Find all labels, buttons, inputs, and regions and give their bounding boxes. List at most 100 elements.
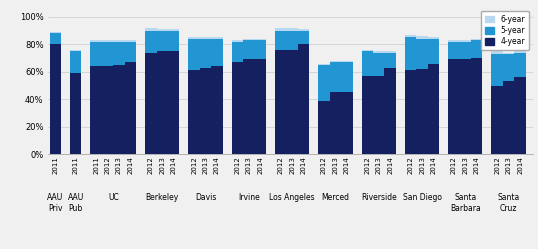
Bar [341,62,352,92]
Bar [243,60,254,154]
Bar [405,70,416,154]
Bar [243,40,254,60]
Text: Priv: Priv [48,204,62,213]
Text: Cruz: Cruz [500,204,518,213]
Bar [318,65,330,101]
Bar [125,42,136,62]
Bar [428,39,439,63]
Bar [157,31,168,51]
Bar [373,76,385,154]
Legend: 6-year, 5-year, 4-year: 6-year, 5-year, 4-year [482,11,529,50]
Bar [286,31,298,50]
Bar [232,42,243,62]
Text: UC: UC [108,193,119,202]
Bar [491,54,503,86]
Bar [416,39,428,69]
Bar [168,51,180,154]
Bar [514,51,526,53]
Text: Merced: Merced [321,193,350,202]
Bar [114,65,125,154]
Bar [330,62,341,92]
Text: Berkeley: Berkeley [146,193,179,202]
Bar [385,53,396,68]
Bar [102,42,114,66]
Bar [90,66,102,154]
Bar [385,51,396,53]
Bar [471,40,483,58]
Text: San Diego: San Diego [402,193,442,202]
Bar [341,61,352,62]
Bar [211,37,223,39]
Bar [102,40,114,42]
Bar [373,53,385,76]
Bar [49,32,61,33]
Bar [330,92,341,154]
Bar [254,60,266,154]
Text: Davis: Davis [195,193,216,202]
Bar [471,58,483,154]
Bar [405,35,416,37]
Bar [491,51,503,54]
Bar [102,66,114,154]
Bar [200,39,211,68]
Bar [318,101,330,154]
Text: AAU: AAU [68,193,84,202]
Bar [70,73,81,154]
Bar [90,40,102,42]
Bar [503,81,514,154]
Bar [275,50,286,154]
Bar [188,37,200,39]
Text: Los Angeles: Los Angeles [270,193,315,202]
Bar [373,51,385,53]
Bar [114,42,125,65]
Bar [70,51,81,73]
Bar [168,29,180,31]
Text: Riverside: Riverside [361,193,397,202]
Bar [428,37,439,39]
Bar [448,42,459,60]
Bar [459,60,471,154]
Bar [416,36,428,39]
Bar [168,31,180,51]
Bar [362,50,373,51]
Bar [503,53,514,54]
Bar [318,63,330,65]
Bar [125,62,136,154]
Bar [459,40,471,42]
Bar [49,44,61,154]
Text: Barbara: Barbara [450,204,480,213]
Text: Santa: Santa [454,193,477,202]
Bar [514,77,526,154]
Bar [157,51,168,154]
Bar [188,39,200,70]
Bar [145,53,157,154]
Bar [362,76,373,154]
Bar [428,63,439,154]
Bar [145,31,157,53]
Bar [254,40,266,60]
Bar [254,39,266,40]
Bar [49,33,61,44]
Bar [70,50,81,51]
Bar [405,37,416,70]
Bar [448,40,459,42]
Text: AAU: AAU [47,193,63,202]
Bar [330,61,341,62]
Bar [385,68,396,154]
Bar [448,60,459,154]
Text: Santa: Santa [498,193,520,202]
Bar [459,42,471,60]
Text: Pub: Pub [68,204,83,213]
Bar [341,92,352,154]
Bar [275,31,286,50]
Bar [286,50,298,154]
Bar [286,28,298,31]
Bar [298,29,309,31]
Bar [298,44,309,154]
Bar [200,37,211,39]
Bar [232,40,243,42]
Bar [275,28,286,31]
Bar [90,42,102,66]
Bar [243,39,254,40]
Bar [114,40,125,42]
